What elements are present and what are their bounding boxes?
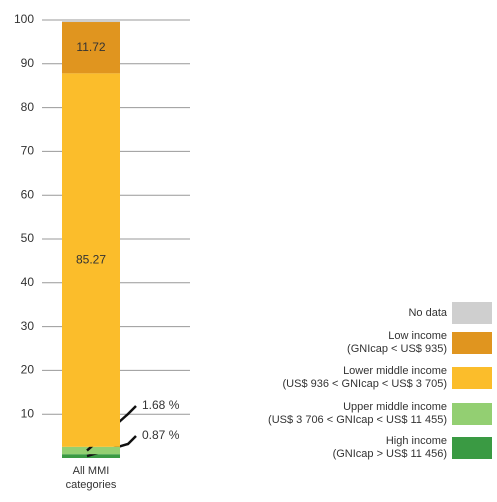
legend-swatch xyxy=(452,437,492,459)
x-tick-label: All MMI categories xyxy=(65,465,117,491)
value-label: 0.87 % xyxy=(142,428,180,442)
value-label: 85.27 xyxy=(76,252,106,266)
bar-segment xyxy=(62,22,120,74)
bar-segment xyxy=(62,73,120,447)
legend-label: High income (GNIcap > US$ 11 456) xyxy=(332,435,447,460)
y-tick-label: 70 xyxy=(21,144,35,158)
y-tick-label: 50 xyxy=(21,231,35,245)
y-tick-label: 40 xyxy=(21,275,35,289)
value-label: 1.68 % xyxy=(142,398,180,412)
legend-label: Low income (GNIcap < US$ 935) xyxy=(347,330,447,355)
bar-segment xyxy=(62,446,120,455)
bar-segment xyxy=(62,20,120,23)
legend-label: No data xyxy=(408,306,447,319)
y-tick-label: 60 xyxy=(21,187,35,201)
legend-swatch xyxy=(452,367,492,389)
legend-swatch xyxy=(452,302,492,324)
y-tick-label: 80 xyxy=(21,100,35,114)
y-tick-label: 20 xyxy=(21,363,35,377)
legend-label: Upper middle income (US$ 3 706 < GNIcap … xyxy=(268,401,447,426)
y-tick-label: 30 xyxy=(21,319,35,333)
legend-swatch xyxy=(452,332,492,354)
y-tick-label: 10 xyxy=(21,406,35,420)
value-label: 11.72 xyxy=(76,40,105,54)
legend-swatch xyxy=(452,403,492,425)
legend-label: Lower middle income (US$ 936 < GNIcap < … xyxy=(282,365,447,390)
y-tick-label: 90 xyxy=(21,56,35,70)
y-tick-label: 100 xyxy=(14,12,34,26)
